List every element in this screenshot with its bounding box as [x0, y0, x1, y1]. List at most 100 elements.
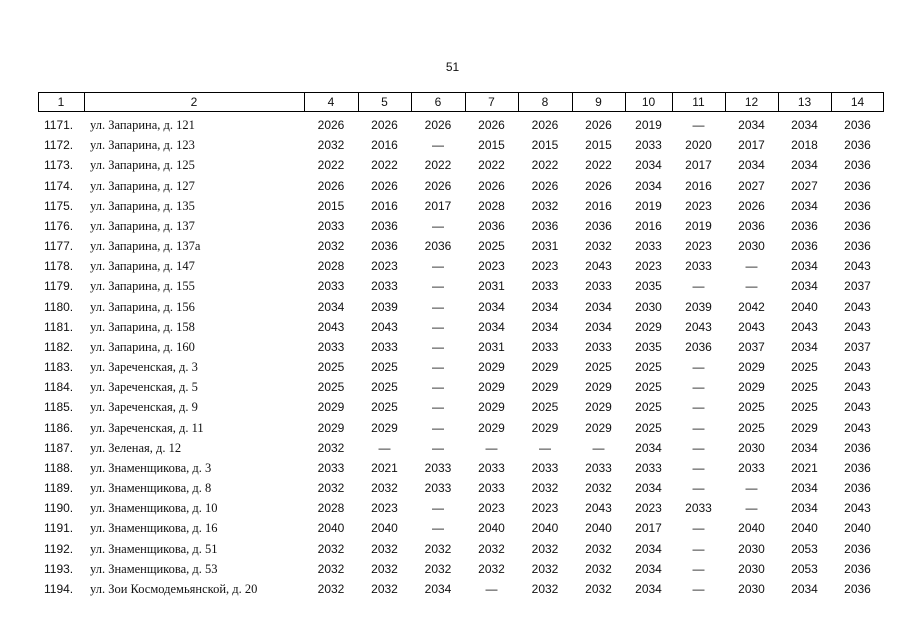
year-cell: 2026 — [317, 178, 345, 193]
year-cell: 2015 — [585, 138, 612, 153]
year-cell: 2036 — [844, 541, 871, 556]
year-cell: 2025 — [478, 239, 505, 254]
year-cell: 2032 — [585, 481, 612, 496]
year-cell: 2023 — [531, 501, 559, 516]
year-cell: 2033 — [317, 218, 345, 233]
column-divider — [672, 92, 673, 112]
year-cell: 2033 — [531, 339, 559, 354]
year-cell: 2026 — [424, 178, 452, 193]
year-cell: 2017 — [685, 158, 712, 173]
year-cell: — — [432, 521, 444, 536]
address: ул. Зеленая, д. 12 — [90, 440, 182, 455]
address: ул. Запарина, д. 137а — [90, 239, 201, 254]
year-cell: 2032 — [531, 198, 559, 213]
year-cell: 2032 — [371, 481, 398, 496]
year-cell: 2043 — [844, 380, 871, 395]
year-cell: 2026 — [478, 178, 505, 193]
column-divider — [778, 92, 779, 112]
year-cell: 2029 — [585, 400, 612, 415]
year-cell: 2034 — [791, 339, 818, 354]
year-cell: 2026 — [478, 118, 505, 132]
year-cell: — — [432, 299, 444, 314]
year-cell: — — [692, 360, 705, 375]
year-cell: 2017 — [424, 198, 452, 213]
year-cell: — — [692, 521, 705, 536]
year-cell: 2022 — [424, 158, 452, 173]
year-cell: 2034 — [635, 178, 662, 193]
year-cell: 2053 — [791, 541, 818, 556]
column-divider — [304, 92, 305, 112]
year-cell: 2033 — [531, 460, 559, 475]
year-cell: 2036 — [844, 239, 871, 254]
address: ул. Запарина, д. 121 — [90, 118, 195, 132]
year-cell: 2022 — [317, 158, 345, 173]
year-cell: 2023 — [635, 501, 662, 516]
address: ул. Запарина, д. 127 — [90, 178, 195, 193]
year-cell: 2033 — [585, 460, 612, 475]
year-cell: 2035 — [635, 279, 662, 294]
year-cell: 2029 — [371, 420, 398, 435]
year-cell: 2036 — [585, 218, 612, 233]
year-cell: — — [592, 440, 605, 455]
year-cell: 2034 — [635, 158, 662, 173]
year-cell: 2043 — [791, 319, 818, 334]
row-number: 1174. — [44, 178, 74, 193]
year-cell: 2036 — [371, 218, 398, 233]
year-cell: 2025 — [317, 360, 345, 375]
year-cell: 2025 — [317, 380, 345, 395]
year-cell: 2043 — [685, 319, 712, 334]
year-cell: 2025 — [738, 420, 765, 435]
year-cell: 2027 — [791, 178, 818, 193]
year-cell: 2033 — [478, 481, 505, 496]
year-cell: 2022 — [585, 158, 612, 173]
column-header: 4 — [327, 95, 335, 109]
year-cell: 2029 — [478, 420, 505, 435]
year-cell: 2037 — [844, 339, 871, 354]
year-cell: 2032 — [317, 440, 345, 455]
year-cell: 2016 — [685, 178, 712, 193]
year-cell: 2036 — [791, 239, 818, 254]
year-cell: 2022 — [531, 158, 559, 173]
year-cell: — — [692, 279, 705, 294]
year-cell: 2033 — [685, 259, 712, 274]
year-cell: 2025 — [371, 400, 398, 415]
page-number: 51 — [445, 60, 460, 74]
column-divider — [572, 92, 573, 112]
year-cell: 2025 — [635, 380, 662, 395]
column-divider — [625, 92, 626, 112]
row-number: 1175. — [44, 198, 74, 213]
year-cell: 2029 — [531, 420, 559, 435]
year-cell: 2020 — [685, 138, 712, 153]
year-cell: 2025 — [791, 400, 818, 415]
year-cell: 2036 — [844, 178, 871, 193]
year-cell: 2033 — [635, 460, 662, 475]
year-cell: 2034 — [635, 581, 662, 596]
year-cell: 2043 — [738, 319, 765, 334]
year-cell: 2034 — [478, 319, 505, 334]
year-cell: 2034 — [585, 319, 612, 334]
year-cell: 2032 — [317, 138, 345, 153]
year-cell: 2033 — [478, 460, 505, 475]
year-cell: 2029 — [585, 380, 612, 395]
year-cell: 2040 — [791, 299, 818, 314]
year-cell: 2032 — [531, 541, 559, 556]
year-cell: 2028 — [478, 198, 505, 213]
year-cell: 2019 — [685, 218, 712, 233]
year-cell: 2030 — [738, 561, 765, 576]
year-cell: 2043 — [844, 420, 871, 435]
year-cell: 2034 — [585, 299, 612, 314]
address: ул. Запарина, д. 158 — [90, 319, 195, 334]
row-number: 1182. — [44, 339, 74, 354]
address: ул. Зареченская, д. 11 — [90, 420, 204, 435]
year-cell: 2026 — [371, 118, 398, 132]
year-cell: — — [432, 279, 444, 294]
year-cell: 2034 — [424, 581, 452, 596]
row-number: 1190. — [44, 501, 74, 516]
row-number: 1184. — [44, 380, 74, 395]
year-cell: 2033 — [738, 460, 765, 475]
year-cell: 2025 — [531, 400, 559, 415]
year-cell: 2033 — [424, 481, 452, 496]
row-number: 1188. — [44, 460, 74, 475]
row-number: 1181. — [44, 319, 74, 334]
year-cell: 2040 — [738, 521, 765, 536]
